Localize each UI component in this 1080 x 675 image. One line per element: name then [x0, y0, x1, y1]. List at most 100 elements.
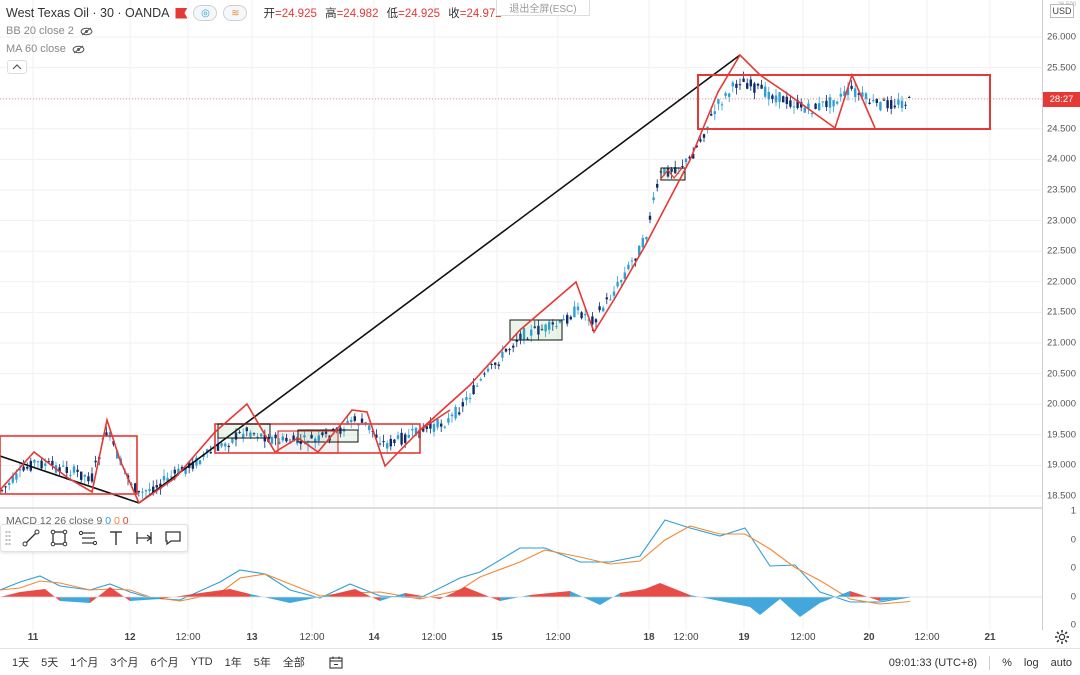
grid-lines — [0, 0, 1042, 630]
candle-body — [710, 114, 713, 116]
macd-histogram-bar — [645, 583, 660, 597]
candle-body — [591, 316, 594, 325]
gear-icon[interactable] — [1054, 629, 1070, 645]
goto-date-icon[interactable] — [329, 656, 343, 669]
macd-histogram-bar — [90, 587, 110, 603]
range-1y-button[interactable]: 1年 — [224, 657, 242, 669]
candle-body — [382, 441, 385, 443]
candle-body — [854, 88, 857, 97]
currency-label[interactable]: USD — [1050, 4, 1074, 18]
price-tick: 21.000 — [1046, 337, 1076, 349]
candle-body — [562, 318, 565, 321]
time-tick: 11 — [27, 632, 39, 643]
range-1m-button[interactable]: 1个月 — [70, 657, 99, 669]
log-scale-button[interactable]: log — [1023, 656, 1039, 669]
fib-retracement-tool[interactable] — [74, 526, 102, 550]
time-tick: 12:00 — [914, 632, 940, 643]
candle-body — [764, 86, 767, 97]
macd-histogram-bar — [570, 591, 600, 605]
macd-histogram-bar — [620, 589, 645, 597]
auto-scale-button[interactable]: auto — [1050, 656, 1072, 669]
price-tick: 22.500 — [1046, 245, 1076, 257]
candle-body — [598, 306, 601, 311]
percent-scale-button[interactable]: % — [1002, 656, 1012, 669]
candle-body — [497, 364, 500, 366]
main-chart-pane[interactable] — [0, 0, 1042, 630]
candle-body — [155, 485, 158, 488]
indicators-button[interactable]: ≋ — [223, 5, 248, 21]
macd-histogram-bar — [0, 592, 20, 597]
candle-body — [173, 469, 176, 474]
range-all-button[interactable]: 全部 — [282, 657, 305, 669]
rectangle-tool[interactable] — [45, 526, 73, 550]
time-tick: 12 — [124, 632, 136, 643]
trend-line-tool[interactable] — [17, 526, 45, 550]
eye-off-icon[interactable] — [80, 27, 93, 36]
bb-label[interactable]: BB 20 close 2 — [6, 25, 74, 37]
range-6m-button[interactable]: 6个月 — [150, 657, 179, 669]
range-3m-button[interactable]: 3个月 — [110, 657, 139, 669]
price-tick: 20.000 — [1046, 398, 1076, 410]
candle-body — [177, 468, 180, 475]
candle-body — [893, 105, 896, 108]
exit-fullscreen-hint[interactable]: 退出全屏(ESC) — [496, 0, 590, 16]
date-range-tool[interactable] — [130, 526, 158, 550]
macd-histogram-bar — [690, 595, 720, 601]
price-tick: 24.000 — [1046, 153, 1076, 165]
candle-body — [411, 428, 414, 431]
candle-body — [746, 83, 749, 89]
price-tick: 25.500 — [1046, 62, 1076, 74]
candle-body — [627, 264, 630, 270]
candle-body — [681, 165, 684, 167]
candle-body — [389, 438, 392, 447]
macd-histogram-bar — [250, 594, 290, 603]
macd-histogram-bar — [780, 597, 800, 617]
compare-button[interactable]: ◎ — [193, 5, 218, 21]
symbol-title[interactable]: West Texas Oil · 30 · OANDA — [6, 6, 170, 20]
drag-handle[interactable] — [5, 530, 11, 546]
candle-body — [4, 486, 7, 488]
time-axis[interactable]: 11 12 12:00 13 12:00 14 12:00 15 12:00 18 12:00 19 1… — [0, 630, 1042, 648]
text-tool[interactable] — [102, 526, 130, 550]
macd-histogram-bar — [60, 597, 90, 603]
clock-display[interactable]: 09:01:33 (UTC+8) — [888, 656, 978, 669]
flag-icon[interactable] — [175, 7, 188, 19]
fib-icon — [78, 530, 97, 546]
candle-body — [270, 437, 274, 444]
candle-body — [663, 168, 666, 175]
eye-off-icon[interactable] — [72, 45, 85, 54]
candle-body — [436, 419, 439, 428]
bb-legend: BB 20 close 2 — [6, 25, 93, 37]
candle-body — [206, 449, 209, 453]
candle-body — [476, 385, 479, 387]
elliott-wave-left — [0, 416, 140, 504]
callout-tool[interactable] — [159, 526, 187, 550]
collapse-legend-button[interactable] — [7, 60, 27, 74]
candle-body — [616, 281, 619, 287]
price-tick: 21.500 — [1046, 306, 1076, 318]
candle-body — [137, 490, 140, 493]
date-range-icon — [136, 532, 153, 544]
macd-axis-tick: 0 — [1070, 591, 1076, 603]
candle-body — [789, 100, 792, 107]
candle-body — [58, 467, 61, 473]
candle-body — [364, 421, 367, 424]
range-5d-button[interactable]: 5天 — [41, 657, 59, 669]
candle-body — [623, 272, 626, 279]
ma-label[interactable]: MA 60 close — [6, 43, 66, 55]
callout-icon — [165, 531, 181, 546]
candle-body — [886, 100, 889, 109]
candle-body — [634, 258, 637, 261]
signal-value: 0 — [113, 515, 120, 527]
price-tick: 23.500 — [1046, 184, 1076, 196]
candle-body — [62, 465, 65, 467]
range-ytd-button[interactable]: YTD — [190, 656, 213, 668]
candle-body — [645, 237, 648, 240]
price-tick: 22.000 — [1046, 276, 1076, 288]
candle-body — [353, 416, 356, 421]
candle-body — [796, 100, 799, 108]
range-5y-button[interactable]: 5年 — [253, 657, 271, 669]
range-1d-button[interactable]: 1天 — [12, 657, 30, 669]
candle-body — [303, 435, 306, 438]
candle-body — [278, 441, 281, 445]
